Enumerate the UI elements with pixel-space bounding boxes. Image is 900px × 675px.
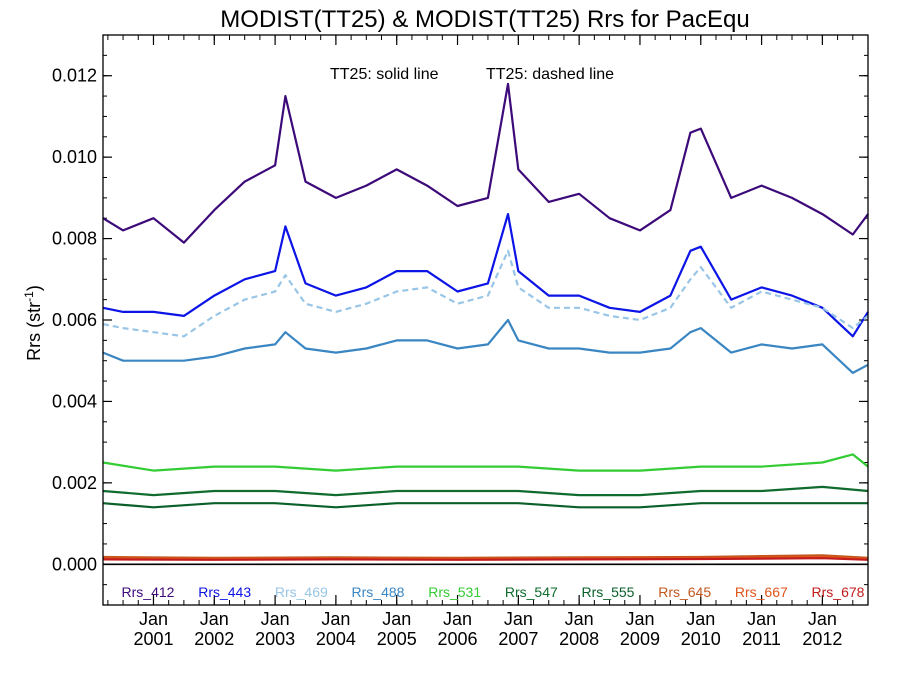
series-line-rrs-645: [102, 554, 869, 559]
x-tick-year: 2004: [316, 629, 356, 649]
y-tick-label: 0.000: [52, 554, 97, 574]
x-tick-month: Jan: [261, 609, 290, 629]
y-tick-label: 0.002: [52, 473, 97, 493]
y-axis-label-main: Rrs (str: [24, 302, 44, 361]
x-tick-year: 2007: [498, 629, 538, 649]
y-tick-label: 0.006: [52, 310, 97, 330]
x-tick-year: 2001: [133, 629, 173, 649]
x-tick-month: Jan: [747, 609, 776, 629]
x-ticks: Jan2001Jan2002Jan2003Jan2004Jan2005Jan20…: [107, 35, 869, 649]
series-line-rrs-678: [102, 557, 869, 561]
x-tick-year: 2006: [438, 629, 478, 649]
series-line-rrs-412: [102, 82, 869, 244]
x-tick-month: Jan: [686, 609, 715, 629]
series-line-rrs-488: [102, 318, 869, 374]
legend-entry: Rrs_488: [352, 584, 405, 600]
x-tick-month: Jan: [443, 609, 472, 629]
x-tick-year: 2002: [194, 629, 234, 649]
x-tick-year: 2003: [255, 629, 295, 649]
legend-entry: Rrs_645: [658, 584, 711, 600]
series-lines: [102, 82, 869, 561]
x-tick-year: 2012: [802, 629, 842, 649]
y-tick-label: 0.008: [52, 229, 97, 249]
legend: Rrs_412 Rrs_443 Rrs_469 Rrs_488 Rrs_531 Rrs_5…: [122, 584, 865, 600]
legend-entry: Rrs_531: [428, 584, 481, 600]
x-tick-month: Jan: [321, 609, 350, 629]
plot-frame: [102, 34, 869, 606]
x-tick-year: 2005: [377, 629, 417, 649]
x-tick-month: Jan: [808, 609, 837, 629]
legend-entry: Rrs_678: [812, 584, 865, 600]
series-line-rrs-443: [102, 213, 869, 338]
x-tick-month: Jan: [382, 609, 411, 629]
series-line-rrs-531: [102, 453, 869, 472]
annotations: TT25: solid line TT25: dashed line: [330, 66, 614, 83]
y-axis-label-exponent: -1: [22, 291, 36, 302]
x-tick-year: 2010: [681, 629, 721, 649]
chart-title: MODIST(TT25) & MODIST(TT25) Rrs for PacE…: [220, 6, 749, 33]
y-tick-label: 0.004: [52, 391, 97, 411]
legend-entry: Rrs_555: [582, 584, 635, 600]
x-tick-month: Jan: [625, 609, 654, 629]
legend-entry: Rrs_443: [198, 584, 251, 600]
x-tick-month: Jan: [200, 609, 229, 629]
legend-entry: Rrs_667: [735, 584, 788, 600]
y-axis-label-close: ): [24, 285, 44, 291]
x-tick-month: Jan: [565, 609, 594, 629]
annotation-solid: TT25: solid line: [330, 66, 439, 83]
legend-entry: Rrs_547: [505, 584, 558, 600]
series-line-rrs-547: [102, 485, 869, 497]
x-tick-year: 2011: [742, 629, 781, 649]
legend-entry: Rrs_469: [275, 584, 328, 600]
legend-entry: Rrs_412: [122, 584, 175, 600]
series-line-rrs-555: [102, 502, 868, 509]
x-tick-year: 2009: [620, 629, 660, 649]
annotation-dashed: TT25: dashed line: [486, 66, 614, 83]
x-tick-month: Jan: [504, 609, 533, 629]
y-tick-label: 0.010: [52, 147, 97, 167]
y-axis-label: Rrs (str-1): [22, 285, 44, 361]
x-tick-month: Jan: [139, 609, 168, 629]
x-tick-year: 2008: [559, 629, 599, 649]
y-ticks: 0.000 0.002 0.004 0.006 0.008 0.010 0.012: [52, 34, 868, 606]
y-tick-label: 0.012: [52, 66, 97, 86]
series-line-rrs-469: [102, 249, 869, 338]
